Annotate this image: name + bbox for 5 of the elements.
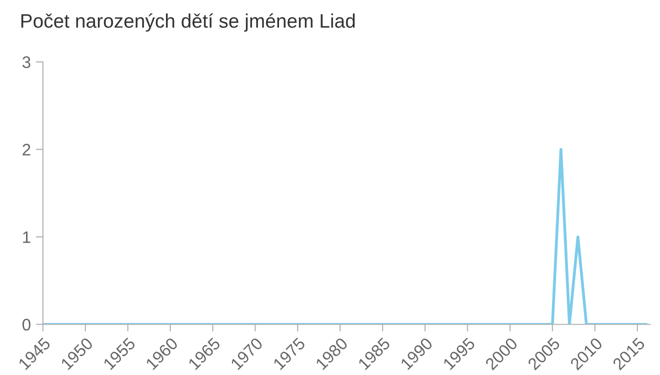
y-tick-label: 1 bbox=[23, 231, 30, 243]
y-tick-label: 3 bbox=[22, 56, 30, 68]
y-tick-label: 0 bbox=[22, 318, 30, 331]
chart-title: Počet narozených dětí se jménem Liad bbox=[21, 13, 355, 32]
y-tick-label: 2 bbox=[22, 144, 30, 156]
